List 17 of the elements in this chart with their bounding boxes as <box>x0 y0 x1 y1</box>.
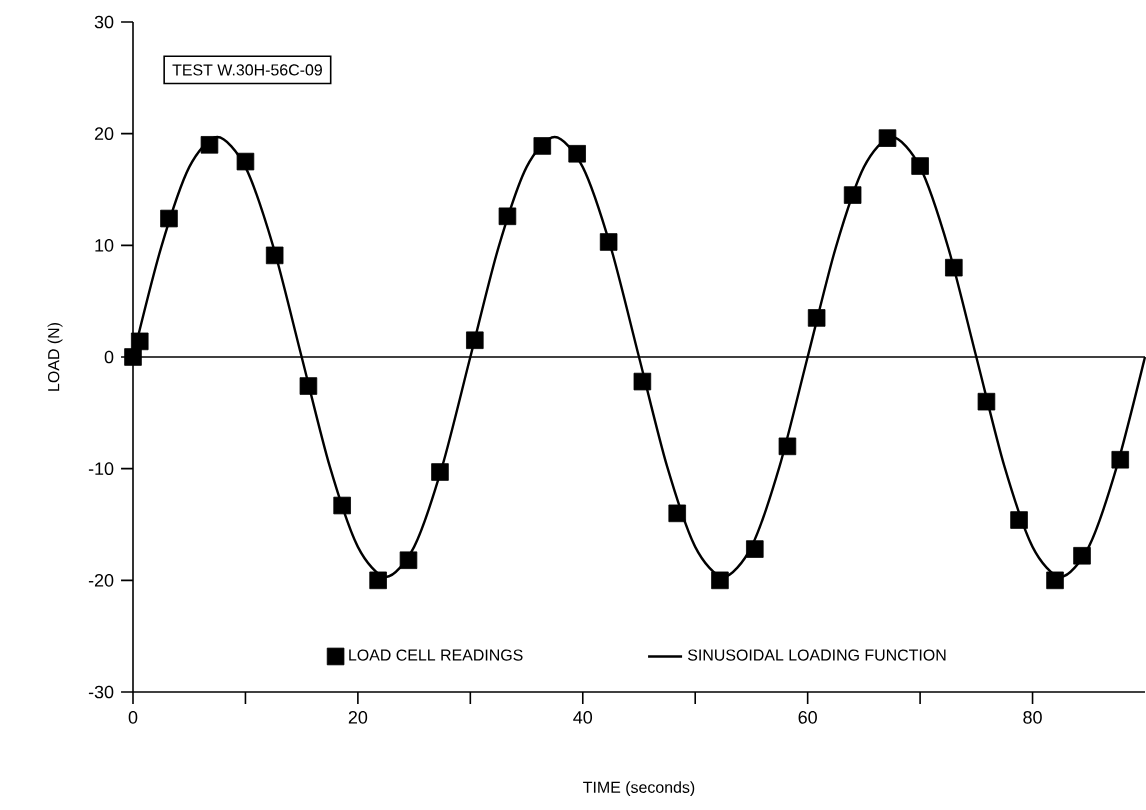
x-tick-label: 80 <box>1023 710 1042 724</box>
x-axis-title: TIME (seconds) <box>583 781 695 797</box>
x-tick-label: 20 <box>348 710 368 724</box>
legend-label: LOAD CELL READINGS <box>349 649 523 661</box>
x-tick-label: 60 <box>798 710 817 724</box>
y-tick-label: -10 <box>88 462 114 476</box>
x-tick-label: 40 <box>573 710 593 724</box>
y-tick-label: 0 <box>104 350 114 364</box>
legend-label: SINUSOIDAL LOADING FUNCTION <box>687 649 946 661</box>
x-tick-label: 0 <box>128 710 138 724</box>
annotation: TEST W.30H-56C-09 <box>172 64 322 76</box>
y-tick-label: 20 <box>94 127 114 141</box>
y-tick-label: -30 <box>88 685 114 699</box>
y-axis-title: LOAD (N) <box>47 323 63 391</box>
y-tick-label: -20 <box>88 573 114 587</box>
y-tick-label: 10 <box>95 238 114 252</box>
y-tick-label: 30 <box>94 15 114 29</box>
